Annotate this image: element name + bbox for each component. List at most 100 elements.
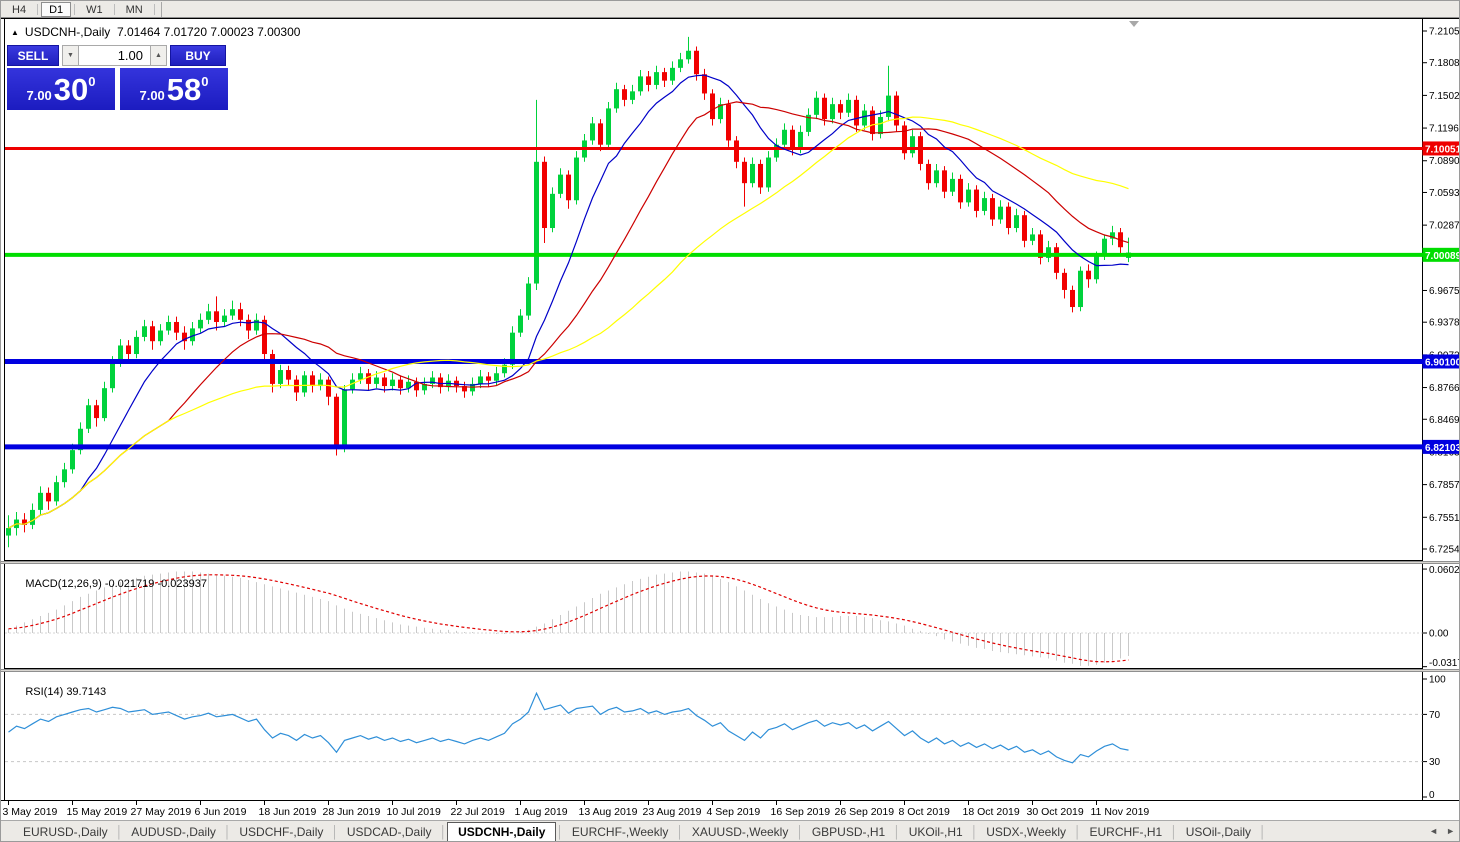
toolbar-separator	[160, 1, 162, 17]
chart-tab-audusddaily[interactable]: AUDUSD-,Daily	[131, 825, 216, 839]
buy-button[interactable]: BUY	[170, 45, 226, 66]
tab-separator: │	[970, 825, 979, 839]
svg-text:30: 30	[1429, 757, 1441, 768]
svg-text:100: 100	[1429, 675, 1446, 686]
tab-separator: │	[1074, 825, 1082, 839]
svg-text:-0.031725: -0.031725	[1429, 658, 1460, 669]
svg-text:6.82103: 6.82103	[1425, 443, 1460, 454]
macd-indicator-pane[interactable]: 0.060273 0.00 -0.031725 MACD(12,26,9) -0.0…	[1, 564, 1460, 669]
tab-separator: │	[331, 825, 339, 839]
svg-text:6.72540: 6.72540	[1429, 545, 1460, 556]
level-price-tags: 7.10051 7.00089 6.90100 6.82103	[1422, 141, 1460, 454]
svg-text:13 Aug 2019: 13 Aug 2019	[579, 806, 638, 818]
chart-ohlc-text: 7.01464 7.01720 7.00023 7.00300	[116, 25, 301, 39]
timeframe-button-mn[interactable]: MN	[125, 3, 143, 16]
tab-separator: │	[796, 825, 804, 839]
ma-mid-line	[8, 101, 1129, 529]
rsi-line	[8, 691, 1129, 764]
svg-text:18 Oct 2019: 18 Oct 2019	[963, 806, 1020, 818]
price-chart-pane[interactable]: 7.21050 7.18080 7.15020 7.11960 7.08900 7.059…	[1, 18, 1460, 561]
macd-label: MACD(12,26,9) -0.021719 -0.023937	[25, 578, 207, 590]
macd-signal-line	[8, 574, 1129, 663]
timeframe-button-h4[interactable]: H4	[12, 3, 27, 16]
svg-text:7.18080: 7.18080	[1429, 58, 1460, 69]
candles[interactable]	[6, 36, 1131, 548]
date-axis[interactable]: 3 May 2019 15 May 2019 27 May 2019 6 Jun 20…	[1, 800, 1459, 820]
chart-tab-usdcnhdaily[interactable]: USDCNH-,Daily	[447, 822, 557, 841]
date-labels: 3 May 2019 15 May 2019 27 May 2019 6 Jun 20…	[3, 801, 1149, 818]
one-click-trade-panel: SELL ▼ ▲ BUY 7.00 30 0 7.00 58 0	[7, 45, 231, 110]
volume-decrease-button[interactable]: ▼	[62, 45, 79, 66]
ma-fast-line	[8, 74, 1129, 529]
chart-tab-usdcaddaily[interactable]: USDCAD-,Daily	[346, 825, 432, 839]
svg-text:18 Jun 2019: 18 Jun 2019	[259, 806, 317, 818]
tab-separator: │	[115, 825, 124, 839]
subwindow-arrow-icon[interactable]: ▲	[11, 27, 19, 37]
chart-tab-gbpusdh1[interactable]: GBPUSD-,H1	[811, 825, 886, 839]
rsi-axis: 100 70 30 0	[1422, 675, 1446, 800]
price-chart-canvas[interactable]: 7.21050 7.18080 7.15020 7.11960 7.08900 7.059…	[1, 18, 1460, 561]
svg-text:30 Oct 2019: 30 Oct 2019	[1027, 806, 1084, 818]
sell-price-sup: 0	[88, 73, 96, 89]
chart-tab-eurchfweekly[interactable]: EURCHF-,Weekly	[571, 825, 669, 839]
chart-tab-eurchfh1[interactable]: EURCHF-,H1	[1089, 825, 1163, 839]
rsi-canvas[interactable]: 100 70 30 0	[1, 672, 1460, 800]
toolbar-separator	[37, 3, 39, 15]
chart-tab-usdxweekly[interactable]: USDX-,Weekly	[986, 825, 1067, 839]
tab-separator: │	[1259, 825, 1267, 839]
chart-tab-xauusdweekly[interactable]: XAUUSD-,Weekly	[691, 825, 789, 839]
tab-scroll-right-icon[interactable]: ►	[1446, 826, 1455, 836]
toolbar-separator	[113, 3, 115, 15]
sell-price-prefix: 7.00	[26, 87, 52, 103]
svg-text:0.060273: 0.060273	[1429, 565, 1460, 576]
svg-text:70: 70	[1429, 710, 1441, 721]
svg-text:0: 0	[1429, 790, 1435, 800]
svg-text:26 Sep 2019: 26 Sep 2019	[835, 806, 895, 818]
price-plot[interactable]	[1, 18, 1460, 561]
svg-text:6.96750: 6.96750	[1429, 286, 1460, 297]
svg-text:6.75510: 6.75510	[1429, 513, 1460, 524]
volume-input[interactable]	[79, 45, 150, 66]
svg-text:7.11960: 7.11960	[1429, 124, 1460, 135]
buy-price-prefix: 7.00	[139, 87, 165, 103]
sell-price-box[interactable]: 7.00 30 0	[7, 68, 115, 110]
tab-separator: │	[1170, 825, 1178, 839]
svg-text:23 Aug 2019: 23 Aug 2019	[643, 806, 702, 818]
chart-tab-bar: EURUSD-,Daily │ AUDUSD-,Daily │ USDCHF-,Dail…	[1, 820, 1459, 841]
svg-text:4 Sep 2019: 4 Sep 2019	[707, 806, 761, 818]
tab-separator: │	[439, 825, 448, 839]
chart-tab-ukoilh1[interactable]: UKOil-,H1	[908, 825, 963, 839]
chart-tab-usdchfdaily[interactable]: USDCHF-,Daily	[239, 825, 324, 839]
price-axis: 7.21050 7.18080 7.15020 7.11960 7.08900 7.059…	[1422, 27, 1460, 556]
svg-text:28 Jun 2019: 28 Jun 2019	[323, 806, 381, 818]
sell-price-big: 30	[53, 71, 89, 107]
horizontal-level-lines[interactable]	[5, 146, 1423, 450]
pane-splitter-macd-rsi[interactable]	[1, 669, 1459, 672]
svg-text:7.02870: 7.02870	[1429, 221, 1460, 232]
chart-tab-eurusddaily[interactable]: EURUSD-,Daily	[23, 825, 108, 839]
svg-text:1 Aug 2019: 1 Aug 2019	[515, 806, 568, 818]
rsi-label: RSI(14) 39.7143	[25, 686, 107, 698]
tab-separator: │	[223, 825, 232, 839]
timeframe-button-w1[interactable]: W1	[86, 3, 103, 16]
svg-text:0.00: 0.00	[1429, 629, 1449, 640]
tab-separator: │	[676, 825, 684, 839]
tab-scroll-nav: ◄ ►	[1429, 826, 1455, 836]
buy-price-sup: 0	[201, 73, 209, 89]
macd-canvas[interactable]: 0.060273 0.00 -0.031725	[1, 564, 1460, 669]
chart-tab-usoildaily[interactable]: USOil-,Daily	[1185, 825, 1252, 839]
svg-text:7.00089: 7.00089	[1425, 251, 1460, 262]
ma-slow-line	[8, 116, 1129, 529]
sell-button[interactable]: SELL	[7, 45, 59, 66]
svg-text:7.05930: 7.05930	[1429, 188, 1460, 199]
buy-price-big: 58	[166, 71, 202, 107]
tab-scroll-left-icon[interactable]: ◄	[1429, 826, 1439, 836]
timeframe-button-d1[interactable]: D1	[41, 1, 72, 17]
chart-title: ▲ USDCNH-,Daily 7.01464 7.01720 7.00023 …	[11, 25, 300, 39]
macd-histogram	[8, 571, 1129, 666]
pane-splitter-price-macd[interactable]	[1, 561, 1459, 564]
chart-ohlc-values	[110, 25, 117, 39]
volume-increase-button[interactable]: ▲	[150, 45, 167, 66]
rsi-indicator-pane[interactable]: 100 70 30 0 RSI(14) 39.7143	[1, 672, 1460, 800]
buy-price-box[interactable]: 7.00 58 0	[120, 68, 228, 110]
